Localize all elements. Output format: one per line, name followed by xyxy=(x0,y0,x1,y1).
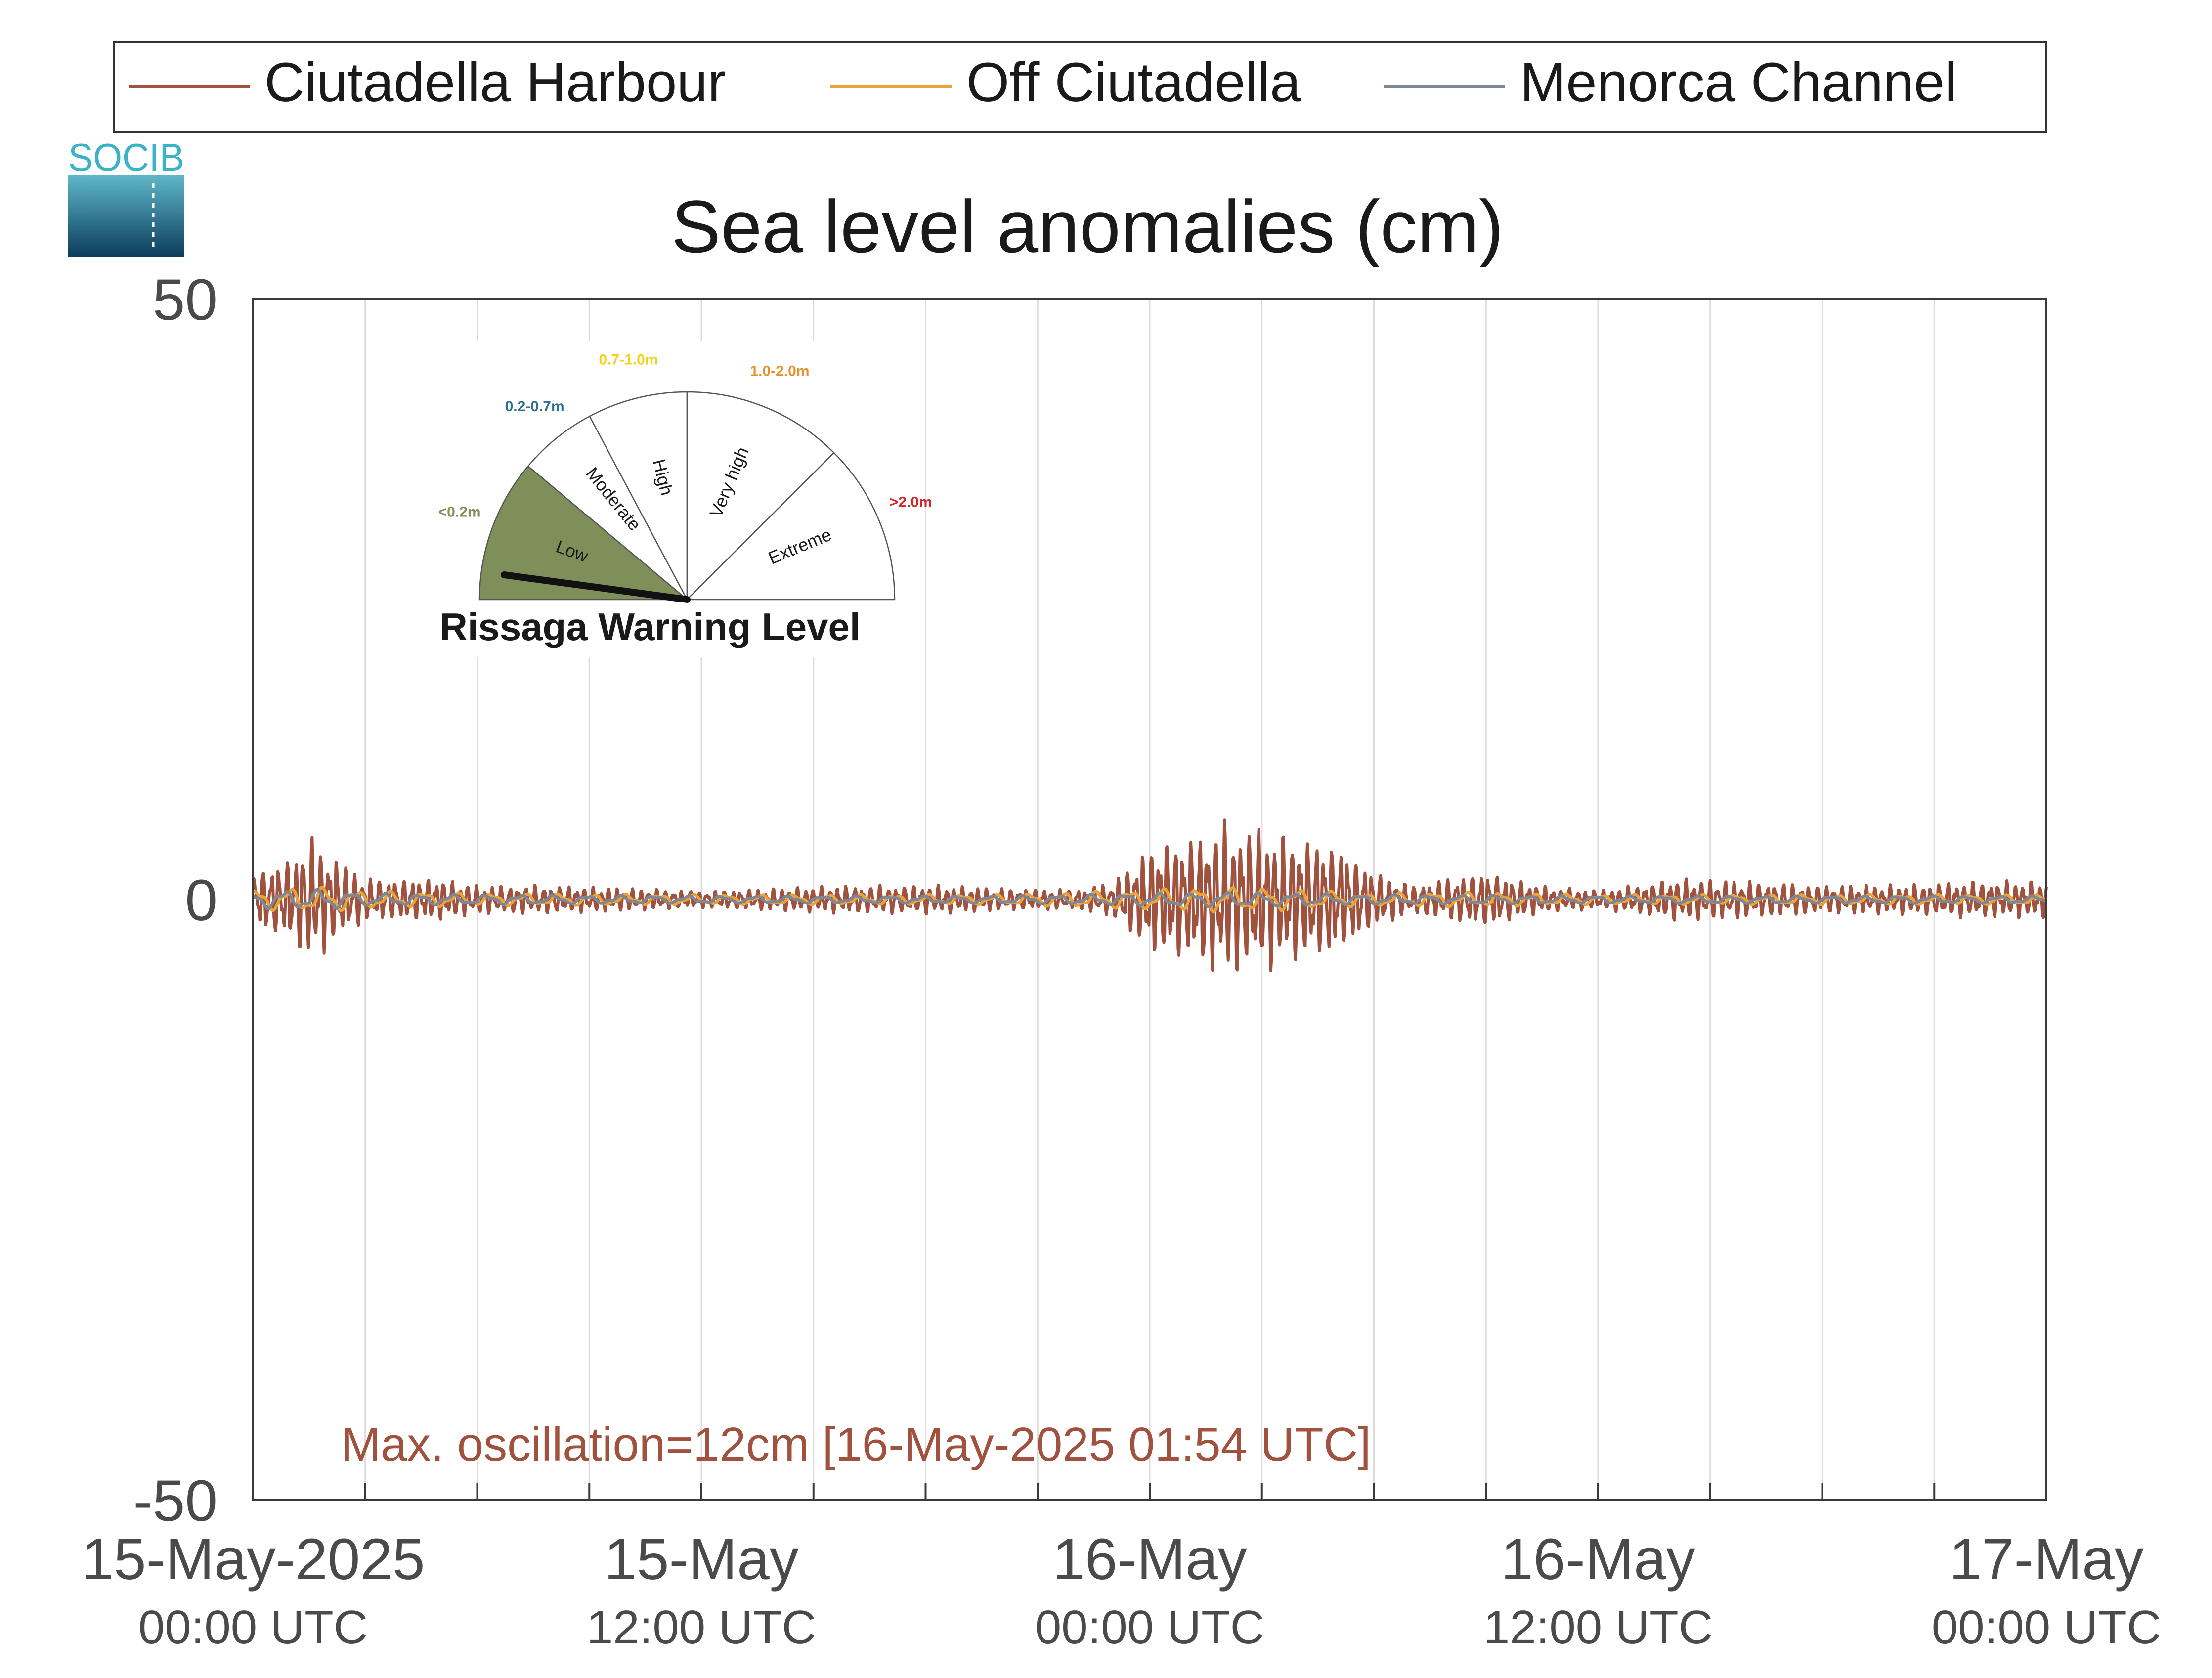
legend: Ciutadella Harbour Off Ciutadella Menorc… xyxy=(113,41,2047,133)
gauge-sector-low xyxy=(478,465,689,601)
gauge-sector-high xyxy=(589,391,688,600)
max-oscillation-annotation: Max. oscillation=12cm [16-May-2025 01:54… xyxy=(341,1418,1371,1471)
x-tick-date: 16-May xyxy=(1052,1527,1247,1592)
legend-label-harbour: Ciutadella Harbour xyxy=(264,51,726,113)
x-tick-date: 15-May-2025 xyxy=(81,1527,425,1592)
x-tick-date: 15-May xyxy=(604,1527,798,1592)
logo-text: SOCIB xyxy=(68,135,184,179)
gauge-range-label: 0.2-0.7m xyxy=(505,398,564,415)
gauge-sector-extreme xyxy=(685,452,896,601)
legend-box xyxy=(113,41,2047,133)
x-tick-date: 16-May xyxy=(1501,1527,1695,1592)
x-tick-time: 12:00 UTC xyxy=(587,1601,816,1654)
gauge-needle xyxy=(501,571,691,603)
gauge-range-label: 0.7-1.0m xyxy=(599,352,658,368)
series-layer xyxy=(252,818,2048,973)
x-tick-time: 00:00 UTC xyxy=(138,1601,368,1654)
logo-wave-block xyxy=(68,175,184,257)
series-off xyxy=(252,886,2047,914)
y-tick-label: -50 xyxy=(133,1468,217,1534)
gauge-sector-very-high xyxy=(686,391,835,602)
gauge-sector-moderate xyxy=(527,415,688,600)
x-tick-time: 00:00 UTC xyxy=(1035,1601,1264,1654)
x-ticks: 15-May-2025 00:00 UTC 15-May 12:00 UTC 16-Ma… xyxy=(81,1483,2161,1654)
plot-area: 15-May-2025 00:00 UTC 15-May 12:00 UTC 16-Ma… xyxy=(81,267,2161,1654)
rissaga-gauge: Low<0.2m Moderate0.2-0.7mHigh0.7-1.0mVery… xyxy=(390,341,932,657)
y-ticks: -50 0 50 xyxy=(133,267,217,1534)
gauge-range-label: <0.2m xyxy=(438,504,481,520)
x-tick-date: 17-May xyxy=(1949,1527,2143,1592)
gauge-segments xyxy=(478,391,896,602)
legend-label-channel: Menorca Channel xyxy=(1520,51,1957,113)
chart-title: Sea level anomalies (cm) xyxy=(671,185,1504,268)
x-tick-time: 12:00 UTC xyxy=(1483,1601,1713,1654)
y-tick-label: 0 xyxy=(185,868,217,933)
series-channel xyxy=(252,888,2047,910)
legend-label-off: Off Ciutadella xyxy=(966,51,1301,113)
gauge-title: Rissaga Warning Level xyxy=(439,605,860,648)
y-tick-label: 50 xyxy=(153,267,217,333)
gauge-range-label: 1.0-2.0m xyxy=(750,363,809,379)
x-tick-time: 00:00 UTC xyxy=(1932,1601,2161,1654)
socib-logo: SOCIB xyxy=(68,135,184,257)
gauge-range-label: >2.0m xyxy=(890,494,932,510)
